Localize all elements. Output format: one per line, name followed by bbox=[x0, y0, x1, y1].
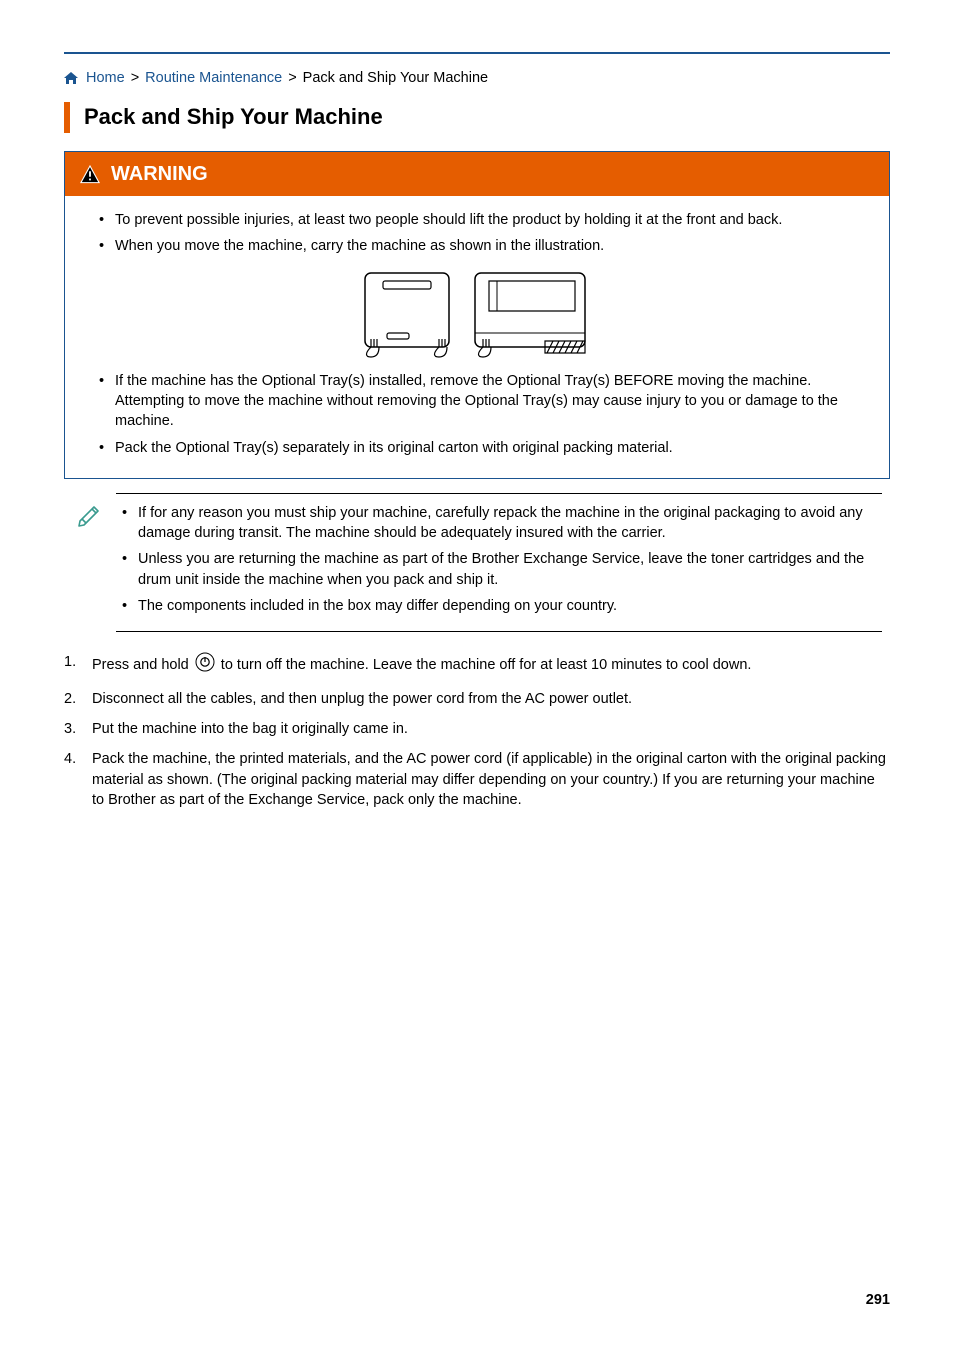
step-text: Disconnect all the cables, and then unpl… bbox=[92, 691, 632, 707]
step-item: Put the machine into the bag it original… bbox=[64, 719, 890, 739]
note-rule bbox=[116, 493, 882, 494]
warning-bullet: To prevent possible injuries, at least t… bbox=[93, 210, 861, 230]
warning-bullet-list: If the machine has the Optional Tray(s) … bbox=[93, 371, 861, 458]
step-text: Pack the machine, the printed materials,… bbox=[92, 751, 886, 808]
breadcrumb-current: Pack and Ship Your Machine bbox=[303, 68, 488, 88]
page-number: 291 bbox=[866, 1290, 890, 1310]
step-text: Put the machine into the bag it original… bbox=[92, 721, 408, 737]
page-title: Pack and Ship Your Machine bbox=[84, 102, 890, 133]
warning-bullet: If the machine has the Optional Tray(s) … bbox=[93, 371, 861, 432]
note-pencil-icon bbox=[76, 501, 102, 527]
note-bullet: The components included in the box may d… bbox=[116, 596, 872, 616]
step-item: Disconnect all the cables, and then unpl… bbox=[64, 689, 890, 709]
step-item: Press and hold to turn off the machine. … bbox=[64, 652, 890, 678]
warning-header: WARNING bbox=[65, 152, 889, 196]
step-text-post: to turn off the machine. Leave the machi… bbox=[217, 657, 752, 673]
note-bullet: If for any reason you must ship your mac… bbox=[116, 503, 872, 544]
step-item: Pack the machine, the printed materials,… bbox=[64, 749, 890, 810]
warning-box: WARNING To prevent possible injuries, at… bbox=[64, 151, 890, 479]
power-icon bbox=[195, 652, 215, 678]
home-icon[interactable] bbox=[64, 72, 78, 84]
note-box: If for any reason you must ship your mac… bbox=[72, 493, 882, 632]
warning-body: To prevent possible injuries, at least t… bbox=[65, 196, 889, 478]
step-list: Press and hold to turn off the machine. … bbox=[64, 652, 890, 810]
warning-header-label: WARNING bbox=[111, 160, 208, 188]
breadcrumb-home-link[interactable]: Home bbox=[86, 68, 125, 88]
warning-bullet: Pack the Optional Tray(s) separately in … bbox=[93, 438, 861, 458]
carry-illustration bbox=[93, 267, 861, 359]
note-rule bbox=[116, 631, 882, 632]
breadcrumb: Home > Routine Maintenance > Pack and Sh… bbox=[64, 68, 890, 88]
top-rule bbox=[64, 52, 890, 54]
breadcrumb-link-routine-maintenance[interactable]: Routine Maintenance bbox=[145, 68, 282, 88]
step-text-pre: Press and hold bbox=[92, 657, 193, 673]
page-title-wrap: Pack and Ship Your Machine bbox=[64, 102, 890, 133]
breadcrumb-sep: > bbox=[131, 68, 139, 88]
breadcrumb-sep: > bbox=[288, 68, 296, 88]
note-bullet: Unless you are returning the machine as … bbox=[116, 549, 872, 590]
warning-bullet-list: To prevent possible injuries, at least t… bbox=[93, 210, 861, 257]
note-bullet-list: If for any reason you must ship your mac… bbox=[116, 503, 872, 616]
warning-triangle-icon bbox=[79, 164, 101, 184]
warning-bullet: When you move the machine, carry the mac… bbox=[93, 236, 861, 256]
